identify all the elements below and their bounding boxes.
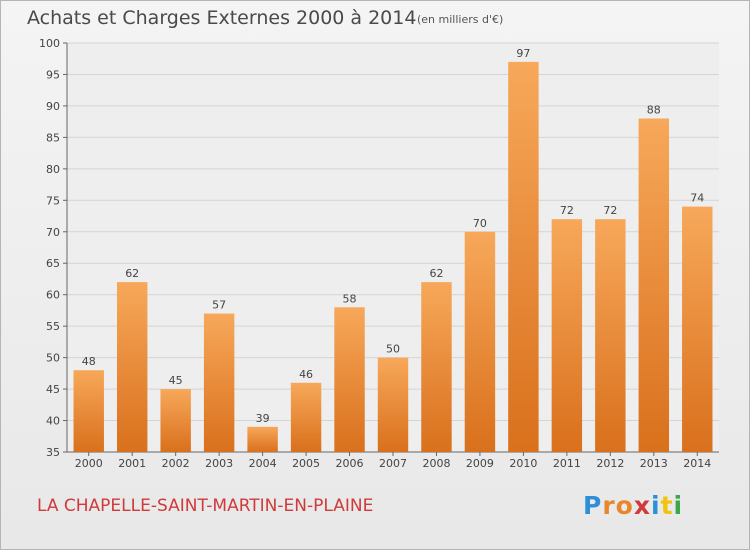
logo-letter: r — [602, 491, 616, 520]
x-tick-label: 2009 — [466, 457, 494, 470]
x-tick-label: 2002 — [162, 457, 190, 470]
logo-letter: i — [651, 491, 661, 520]
y-tick-label: 45 — [46, 383, 60, 396]
x-tick-label: 2008 — [422, 457, 450, 470]
bar-2009 — [464, 231, 496, 452]
data-label-2012: 72 — [603, 204, 617, 217]
y-tick-label: 40 — [46, 415, 60, 428]
bar-2000 — [73, 370, 104, 452]
x-tick-label: 2007 — [379, 457, 407, 470]
bars — [73, 61, 713, 452]
y-tick-label: 65 — [46, 257, 60, 270]
y-tick-label: 50 — [46, 352, 60, 365]
y-tick-label: 55 — [46, 320, 60, 333]
x-tick-label: 2003 — [205, 457, 233, 470]
y-tick-label: 90 — [46, 100, 60, 113]
x-tick-label: 2014 — [683, 457, 711, 470]
bar-2002 — [160, 389, 191, 452]
y-tick-label: 60 — [46, 289, 60, 302]
bar-2011 — [551, 219, 583, 452]
y-tick-label: 80 — [46, 163, 60, 176]
data-label-2009: 70 — [473, 217, 487, 230]
bar-2001 — [116, 282, 148, 452]
place-name: LA CHAPELLE-SAINT-MARTIN-EN-PLAINE — [37, 496, 374, 516]
data-label-2014: 74 — [690, 192, 704, 205]
logo-letter: x — [633, 491, 651, 520]
data-label-2002: 45 — [169, 374, 183, 387]
data-label-2011: 72 — [560, 204, 574, 217]
logo-letter: o — [615, 491, 634, 520]
bar-2010 — [508, 61, 539, 452]
y-tick-label: 85 — [46, 131, 60, 144]
logo-letter: P — [583, 491, 603, 520]
bar-2004 — [247, 426, 278, 452]
bar-2007 — [377, 357, 409, 452]
bar-2012 — [595, 219, 626, 452]
x-tick-label: 2000 — [75, 457, 103, 470]
x-tick-label: 2006 — [336, 457, 364, 470]
x-tick-label: 2013 — [640, 457, 668, 470]
data-label-2013: 88 — [647, 104, 661, 117]
data-label-2000: 48 — [82, 355, 96, 368]
data-label-2004: 39 — [256, 412, 270, 425]
logo-letter: i — [673, 491, 684, 520]
data-label-2006: 58 — [343, 292, 357, 305]
chart-title: Achats et Charges Externes 2000 à 2014 — [27, 7, 417, 29]
bar-2003 — [203, 313, 235, 452]
bar-2013 — [638, 118, 670, 452]
bar-2014 — [682, 206, 713, 452]
y-tick-label: 70 — [46, 226, 60, 239]
x-tick-label: 2011 — [553, 457, 581, 470]
y-tick-label: 35 — [46, 446, 60, 459]
x-tick-label: 2012 — [596, 457, 624, 470]
bar-2005 — [290, 382, 322, 452]
x-tick-label: 2005 — [292, 457, 320, 470]
data-label-2007: 50 — [386, 343, 400, 356]
data-label-2010: 97 — [516, 47, 530, 60]
logo-letter: t — [660, 491, 674, 520]
data-label-2008: 62 — [429, 267, 443, 280]
y-tick-label: 100 — [39, 37, 60, 50]
x-tick-label: 2004 — [249, 457, 277, 470]
y-tick-label: 75 — [46, 194, 60, 207]
data-labels: 48 62 45 57 39 46 58 50 62 70 97 72 72 88 74 — [82, 47, 705, 425]
data-label-2005: 46 — [299, 368, 313, 381]
chart-subtitle: (en milliers d'€) — [417, 13, 504, 26]
proxiti-logo: Proxiti — [583, 491, 683, 520]
data-label-2001: 62 — [125, 267, 139, 280]
bar-2006 — [334, 307, 365, 452]
bar-2008 — [421, 282, 452, 452]
data-label-2003: 57 — [212, 299, 226, 312]
x-tick-label: 2001 — [118, 457, 146, 470]
axes: 35 40 45 50 55 60 65 70 75 80 85 90 95 100 2000 2001 200… — [39, 37, 719, 470]
y-tick-label: 95 — [46, 68, 60, 81]
x-tick-label: 2010 — [509, 457, 537, 470]
